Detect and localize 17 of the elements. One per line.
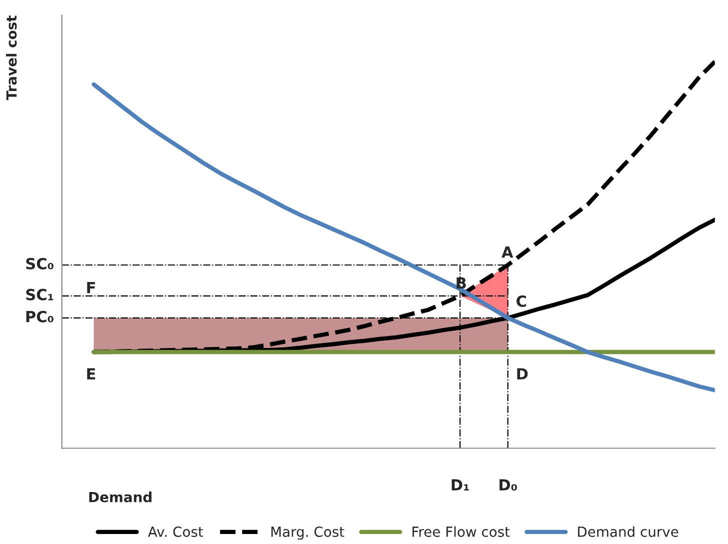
legend-label: Free Flow cost <box>412 526 510 537</box>
annotation: B <box>456 277 466 289</box>
x-tick-label: D₁ <box>452 479 469 490</box>
annotation: A <box>502 246 514 258</box>
ref-line-label: PC₀ <box>26 310 54 322</box>
legend-label: Marg. Cost <box>271 526 344 540</box>
annotation: F <box>87 282 95 294</box>
annotation: E <box>87 368 96 380</box>
ref-line-label: SC₀ <box>26 258 54 270</box>
x-axis-title: Demand <box>89 492 152 502</box>
annotation: D <box>517 368 528 380</box>
legend-label: Demand curve <box>578 526 678 537</box>
legend-label: Av. Cost <box>148 526 204 537</box>
annotation: C <box>516 295 526 307</box>
y-axis-title: Travel cost <box>6 16 17 100</box>
ref-line-label: SC₁ <box>26 288 54 300</box>
x-tick-label: D₀ <box>500 479 517 491</box>
